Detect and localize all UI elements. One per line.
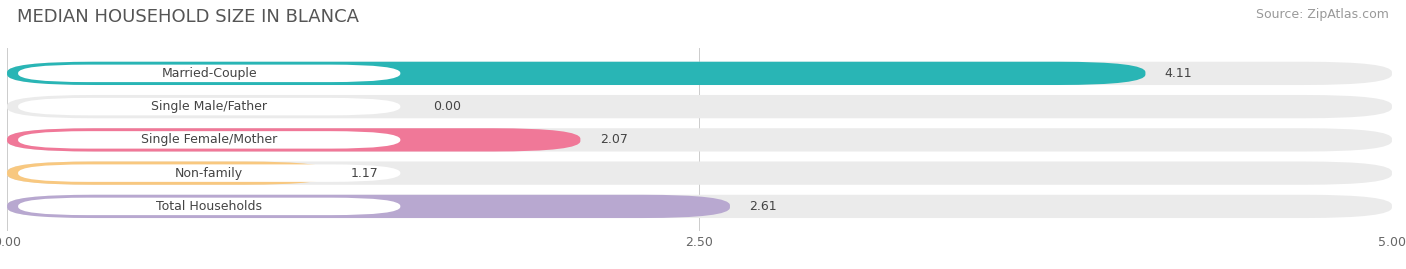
FancyBboxPatch shape: [7, 161, 330, 185]
FancyBboxPatch shape: [18, 164, 401, 182]
Text: MEDIAN HOUSEHOLD SIZE IN BLANCA: MEDIAN HOUSEHOLD SIZE IN BLANCA: [17, 8, 359, 26]
FancyBboxPatch shape: [18, 98, 401, 115]
FancyBboxPatch shape: [7, 95, 1392, 118]
Text: Non-family: Non-family: [176, 167, 243, 180]
FancyBboxPatch shape: [7, 128, 581, 151]
FancyBboxPatch shape: [7, 195, 1392, 218]
Text: 2.61: 2.61: [749, 200, 778, 213]
Text: Total Households: Total Households: [156, 200, 263, 213]
FancyBboxPatch shape: [7, 195, 730, 218]
Text: Married-Couple: Married-Couple: [162, 67, 257, 80]
Text: Single Male/Father: Single Male/Father: [152, 100, 267, 113]
Text: Source: ZipAtlas.com: Source: ZipAtlas.com: [1256, 8, 1389, 21]
FancyBboxPatch shape: [7, 62, 1392, 85]
FancyBboxPatch shape: [7, 161, 1392, 185]
Text: Single Female/Mother: Single Female/Mother: [141, 133, 277, 146]
Text: 1.17: 1.17: [350, 167, 378, 180]
FancyBboxPatch shape: [18, 198, 401, 215]
Text: 4.11: 4.11: [1164, 67, 1192, 80]
FancyBboxPatch shape: [18, 131, 401, 148]
FancyBboxPatch shape: [18, 65, 401, 82]
FancyBboxPatch shape: [7, 62, 1146, 85]
FancyBboxPatch shape: [7, 128, 1392, 151]
Text: 0.00: 0.00: [433, 100, 461, 113]
Text: 2.07: 2.07: [600, 133, 627, 146]
